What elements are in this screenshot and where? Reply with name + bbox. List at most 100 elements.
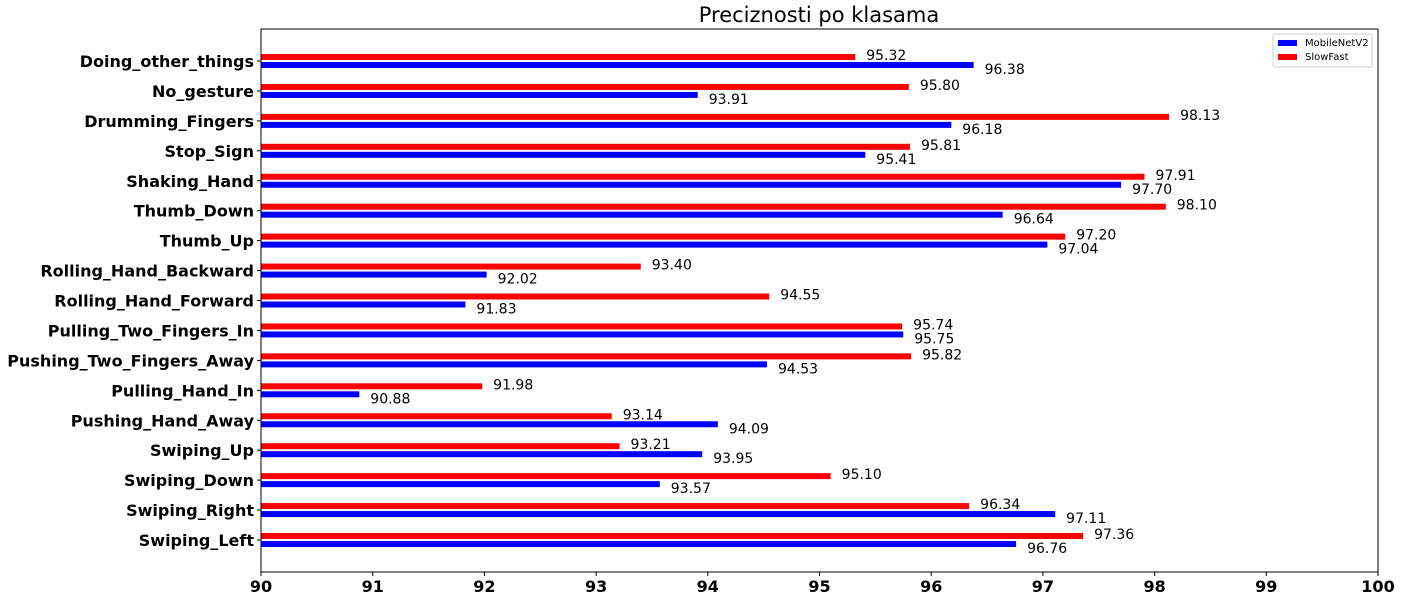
category-label: No_gesture xyxy=(152,82,254,101)
plot-frame xyxy=(260,28,1379,573)
bar-slowfast xyxy=(261,353,912,360)
y-axis-labels: Doing_other_things No_gesture Drumming_Fin… xyxy=(7,52,261,550)
bar-mobilenetv2 xyxy=(261,121,952,128)
data-label-slowfast: 93.40 xyxy=(652,258,692,274)
x-tick-label: 100 xyxy=(1361,577,1394,596)
bar-mobilenetv2 xyxy=(261,541,1017,547)
data-label-slowfast: 97.20 xyxy=(1076,228,1116,244)
x-tick-label: 93 xyxy=(585,577,607,596)
data-label-slowfast: 95.82 xyxy=(922,347,962,363)
legend-swatch xyxy=(1278,40,1297,46)
data-label-mobilenetv2: 91.83 xyxy=(476,302,516,318)
x-tick-label: 97 xyxy=(1032,577,1054,596)
bar-slowfast xyxy=(261,173,1145,180)
bar-slowfast xyxy=(261,533,1084,539)
category-label: Doing_other_things xyxy=(80,52,254,71)
x-tick-label: 91 xyxy=(362,577,384,596)
bar-slowfast xyxy=(261,83,909,90)
bar-mobilenetv2 xyxy=(261,181,1122,188)
x-tick-label: 95 xyxy=(808,577,830,596)
x-tick-label: 94 xyxy=(697,577,719,596)
bar-slowfast xyxy=(261,203,1166,210)
category-label: Swiping_Right xyxy=(126,501,254,520)
data-label-slowfast: 95.32 xyxy=(866,48,906,64)
bar-mobilenetv2 xyxy=(261,511,1056,518)
category-label: Pulling_Hand_In xyxy=(111,381,254,400)
chart-title: Preciznosti po klasama xyxy=(699,3,940,27)
data-label-slowfast: 95.81 xyxy=(921,138,961,154)
legend-swatch xyxy=(1278,54,1297,60)
bar-mobilenetv2 xyxy=(261,62,974,68)
data-label-slowfast: 93.21 xyxy=(631,437,671,453)
data-label-mobilenetv2: 94.53 xyxy=(778,361,818,377)
data-label-mobilenetv2: 95.75 xyxy=(914,331,954,347)
bar-slowfast xyxy=(261,293,770,300)
data-label-slowfast: 96.34 xyxy=(980,497,1020,513)
category-label: Stop_Sign xyxy=(165,142,254,161)
data-label-mobilenetv2: 96.38 xyxy=(985,62,1025,78)
bars-layer xyxy=(261,54,1170,547)
category-label: Shaking_Hand xyxy=(126,172,254,191)
bar-mobilenetv2 xyxy=(261,451,703,458)
bar-mobilenetv2 xyxy=(261,211,1003,218)
data-label-mobilenetv2: 95.41 xyxy=(876,152,916,168)
x-tick-label: 99 xyxy=(1255,577,1277,596)
category-label: Swiping_Up xyxy=(150,441,254,460)
bar-slowfast xyxy=(261,443,620,450)
bar-slowfast xyxy=(261,54,856,60)
x-tick-label: 90 xyxy=(250,577,272,596)
data-label-mobilenetv2: 94.09 xyxy=(729,421,769,437)
data-label-mobilenetv2: 93.95 xyxy=(713,451,753,467)
bar-slowfast xyxy=(261,503,970,510)
data-label-mobilenetv2: 97.04 xyxy=(1058,242,1098,258)
bar-mobilenetv2 xyxy=(261,481,660,488)
legend: MobileNetV2 SlowFast xyxy=(1272,33,1373,68)
data-label-slowfast: 97.36 xyxy=(1094,527,1134,543)
category-label: Rolling_Hand_Forward xyxy=(54,292,254,311)
bar-slowfast xyxy=(261,143,910,150)
bar-mobilenetv2 xyxy=(261,391,360,398)
category-label: Drumming_Fingers xyxy=(84,112,254,131)
data-label-slowfast: 95.10 xyxy=(842,467,882,483)
x-tick-label: 96 xyxy=(920,577,942,596)
category-label: Swiping_Down xyxy=(124,471,254,490)
data-label-slowfast: 93.14 xyxy=(623,407,663,423)
category-label: Thumb_Down xyxy=(134,202,254,221)
data-label-slowfast: 91.98 xyxy=(493,377,533,393)
legend-label: SlowFast xyxy=(1305,52,1349,63)
category-label: Thumb_Up xyxy=(160,232,254,251)
data-label-slowfast: 95.74 xyxy=(913,317,953,333)
bar-mobilenetv2 xyxy=(261,361,768,368)
data-label-slowfast: 95.80 xyxy=(920,78,960,94)
bar-mobilenetv2 xyxy=(261,301,466,308)
x-tick-label: 98 xyxy=(1143,577,1165,596)
data-label-mobilenetv2: 96.18 xyxy=(962,122,1002,138)
bar-slowfast xyxy=(261,383,483,390)
data-label-mobilenetv2: 90.88 xyxy=(370,391,410,407)
bar-slowfast xyxy=(261,323,903,330)
data-label-slowfast: 94.55 xyxy=(780,288,820,304)
bar-mobilenetv2 xyxy=(261,331,904,338)
bar-mobilenetv2 xyxy=(261,271,487,278)
category-label: Swiping_Left xyxy=(139,531,255,550)
x-axis-ticks: 90 91 92 93 94 95 96 97 98 99 100 xyxy=(250,572,1395,596)
bar-slowfast xyxy=(261,473,831,480)
bar-mobilenetv2 xyxy=(261,91,698,98)
data-label-mobilenetv2: 93.91 xyxy=(709,92,749,108)
category-label: Rolling_Hand_Backward xyxy=(40,262,254,281)
x-tick-label: 92 xyxy=(473,577,495,596)
legend-box xyxy=(1272,33,1373,68)
category-label: Pushing_Two_Fingers_Away xyxy=(7,351,254,370)
bar-slowfast xyxy=(261,113,1170,120)
data-label-mobilenetv2: 92.02 xyxy=(498,272,538,288)
data-label-slowfast: 98.13 xyxy=(1180,108,1220,124)
bar-slowfast xyxy=(261,233,1066,240)
data-label-mobilenetv2: 96.64 xyxy=(1014,212,1054,228)
category-label: Pushing_Hand_Away xyxy=(71,411,255,430)
category-label: Pulling_Two_Fingers_In xyxy=(48,321,254,340)
data-label-mobilenetv2: 97.70 xyxy=(1132,182,1172,198)
bar-mobilenetv2 xyxy=(261,241,1048,248)
data-label-mobilenetv2: 93.57 xyxy=(671,481,711,497)
